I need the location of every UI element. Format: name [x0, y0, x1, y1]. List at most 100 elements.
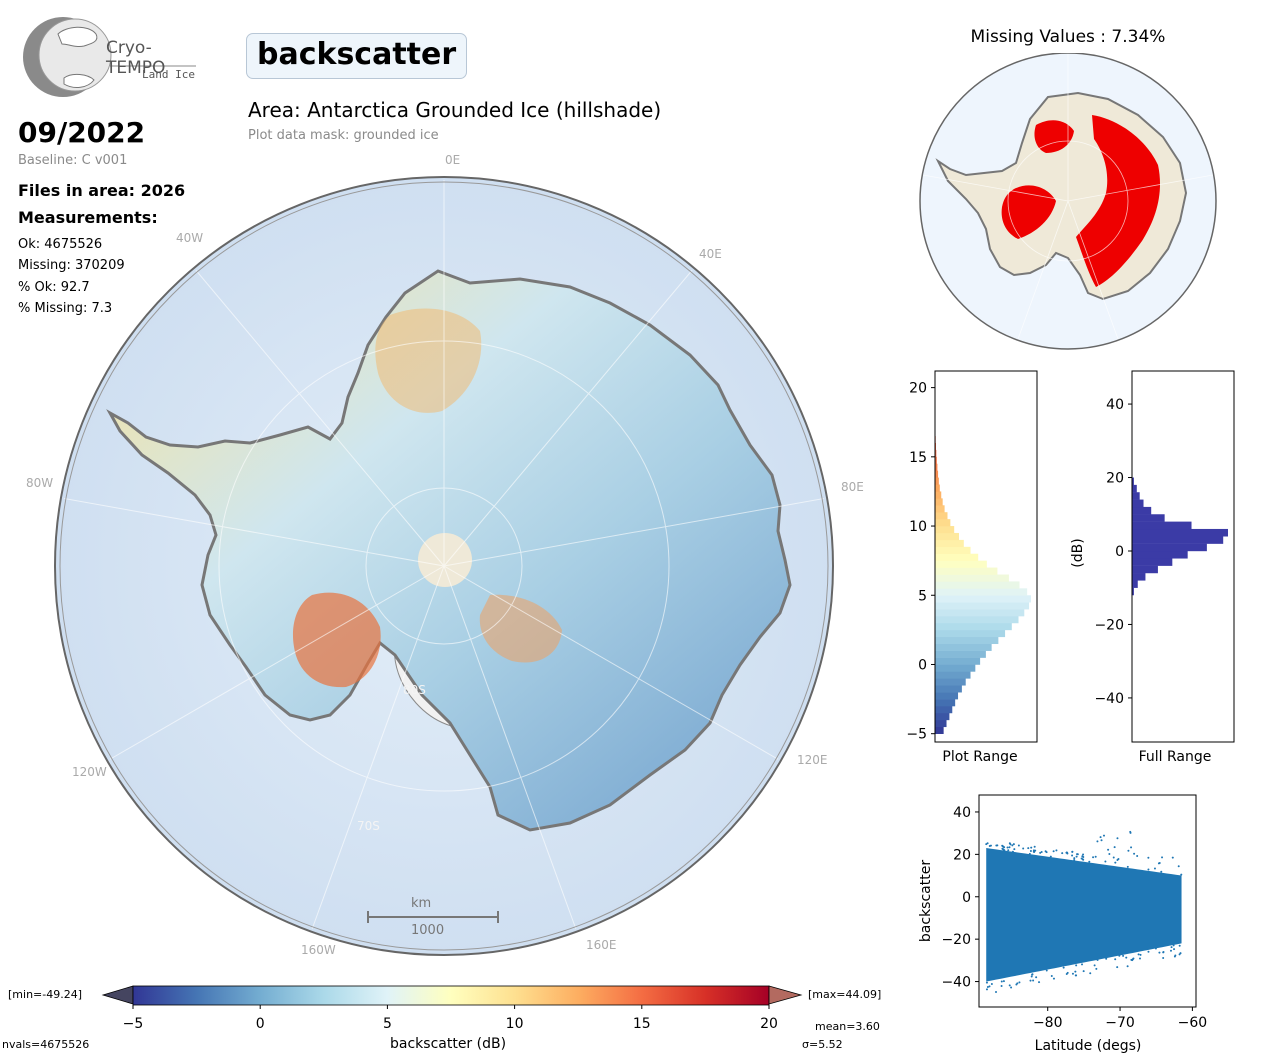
- measurements-title: Measurements:: [18, 208, 158, 227]
- plot-range-bar: [935, 602, 1030, 610]
- full-range-bar: [1132, 550, 1188, 559]
- scatter-xtick-label: −80: [1033, 1015, 1063, 1031]
- logo-subtitle: Land Ice: [142, 68, 195, 81]
- variable-title: backscatter: [246, 33, 468, 79]
- plot-range-bar: [935, 692, 959, 700]
- plot-range-bar: [935, 491, 942, 499]
- colorbar-max-label: [max=44.09]: [808, 988, 882, 1001]
- scatter-point: [1137, 953, 1140, 956]
- scatter-point: [1061, 852, 1064, 855]
- scatter-xlabel: Latitude (degs): [1035, 1038, 1142, 1054]
- mean-label: mean=3.60: [815, 1020, 880, 1033]
- sigma-label: σ=5.52: [802, 1038, 843, 1051]
- plot-range-bar: [935, 726, 944, 734]
- scatter-point: [1031, 973, 1034, 976]
- plot-range-bar: [935, 512, 948, 520]
- scatter-point: [1080, 857, 1083, 860]
- scatter-point: [1127, 849, 1130, 852]
- date-title: 09/2022: [18, 116, 146, 149]
- scatter-point: [1095, 967, 1098, 970]
- scatter-point: [1178, 944, 1181, 947]
- scatter-points: [985, 830, 1183, 993]
- scatter-point: [1003, 846, 1006, 849]
- scatter-point: [1158, 951, 1161, 954]
- scatter-point: [1100, 839, 1103, 842]
- scatter-point: [1089, 972, 1092, 975]
- scatter-point: [1147, 950, 1150, 953]
- scatter-point: [1172, 944, 1175, 947]
- scatter-point: [1099, 836, 1102, 839]
- plot-range-bar: [935, 519, 951, 527]
- scatter-point: [1116, 966, 1119, 969]
- scatter-point: [1055, 849, 1058, 852]
- scatter-point: [1038, 981, 1041, 984]
- scatter-xtick-label: −60: [1178, 1015, 1208, 1031]
- stat-ok: Ok: 4675526: [18, 237, 103, 252]
- colorbar-tick-label: 15: [633, 1016, 651, 1032]
- scatter-point: [1130, 846, 1133, 849]
- scatter-point: [988, 845, 991, 848]
- scatter-point: [1049, 855, 1052, 858]
- scatter-point: [1008, 846, 1011, 849]
- scatter-point: [1030, 975, 1033, 978]
- full-range-bar: [1132, 565, 1158, 574]
- full-range-ylabel: (dB): [1070, 538, 1086, 567]
- lon-label-0e: 0E: [445, 153, 461, 167]
- scatter-point: [1073, 859, 1076, 862]
- scatter-point: [1030, 846, 1033, 849]
- colorbar-min-extension: [101, 985, 134, 1005]
- scatter-point: [1073, 857, 1076, 860]
- plot-range-bar: [935, 560, 987, 568]
- scatter-point: [1002, 980, 1005, 983]
- scatter-point: [1173, 948, 1176, 951]
- scatter-point: [1076, 853, 1079, 856]
- lat-label-70s: 70S: [357, 819, 380, 833]
- scatter-point: [1133, 852, 1136, 855]
- scatter-point: [1012, 843, 1015, 846]
- scatter-point: [1029, 979, 1032, 982]
- plot-range-bar: [935, 456, 937, 465]
- warm-region-south: [479, 594, 562, 663]
- scatter-point: [985, 988, 988, 991]
- scatter-point: [1170, 946, 1173, 949]
- scatter-point: [1081, 963, 1084, 966]
- scatter-point: [1180, 873, 1183, 876]
- pole-hole: [418, 533, 472, 587]
- scatter-point: [1033, 845, 1036, 848]
- scatter-point: [1161, 856, 1164, 859]
- colorbar: −5 0 5 10 15 20: [101, 985, 803, 1032]
- scatter-point: [1017, 844, 1020, 847]
- colorbar-tick-label: 10: [506, 1016, 524, 1032]
- scatter-point: [1035, 976, 1038, 979]
- plot-range-bar: [935, 567, 998, 575]
- scatter-ytick-label: 20: [953, 847, 971, 863]
- full-range-bar: [1132, 499, 1144, 508]
- scatter-point: [1000, 985, 1003, 988]
- scatter-point: [1096, 959, 1099, 962]
- scatter-ylabel: backscatter: [918, 860, 934, 942]
- plot-range-tick-label: 0: [918, 657, 927, 673]
- scatter-point: [1113, 846, 1116, 849]
- full-range-bar: [1132, 543, 1207, 552]
- scatter-point: [1138, 957, 1141, 960]
- plot-range-bar: [935, 685, 962, 693]
- scatter-point: [1126, 865, 1129, 868]
- scatter-point: [996, 844, 999, 847]
- plot-range-bar: [935, 498, 943, 506]
- scatter-point: [1040, 851, 1043, 854]
- full-range-histogram: −40 −20 0 20 40 (dB) Full Range: [1070, 370, 1235, 765]
- scatter-point: [1153, 867, 1156, 870]
- scatter-point: [1033, 851, 1036, 854]
- scatter-point: [1126, 965, 1129, 968]
- colorbar-max-extension: [768, 985, 803, 1005]
- scatter-ytick-label: 0: [962, 890, 971, 906]
- plot-range-bars: [935, 422, 1031, 734]
- full-range-bar: [1132, 587, 1134, 596]
- full-range-tick-label: 0: [1115, 544, 1124, 560]
- scale-unit: km: [411, 896, 432, 911]
- full-range-bar: [1132, 506, 1152, 515]
- plot-range-bar: [935, 546, 971, 555]
- scatter-point: [1052, 850, 1055, 853]
- scatter-point: [1082, 970, 1085, 973]
- warm-region-north: [375, 308, 482, 413]
